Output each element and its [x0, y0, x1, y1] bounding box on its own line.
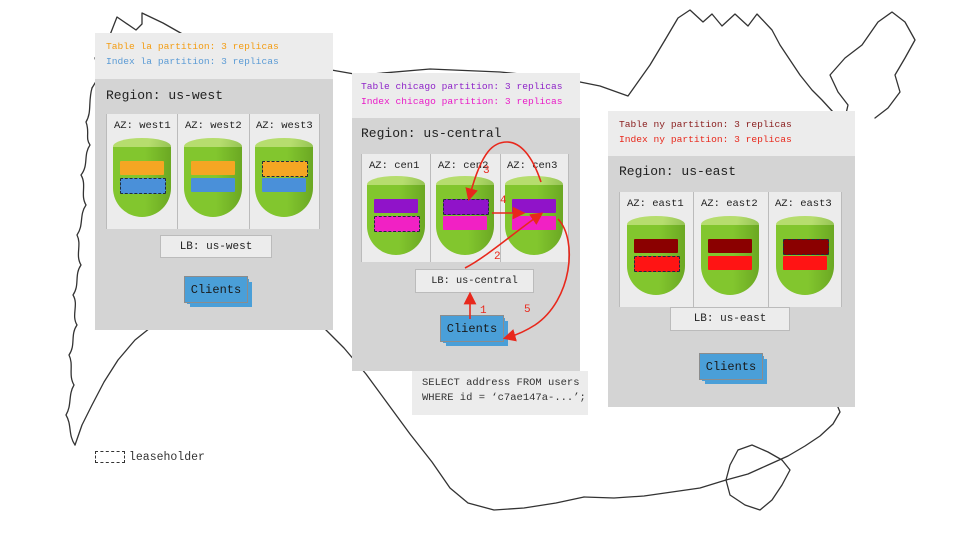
- svg-text:2: 2: [494, 251, 501, 263]
- svg-text:3: 3: [483, 165, 490, 177]
- svg-text:5: 5: [524, 304, 531, 316]
- svg-text:1: 1: [480, 305, 487, 317]
- svg-text:4: 4: [500, 195, 507, 207]
